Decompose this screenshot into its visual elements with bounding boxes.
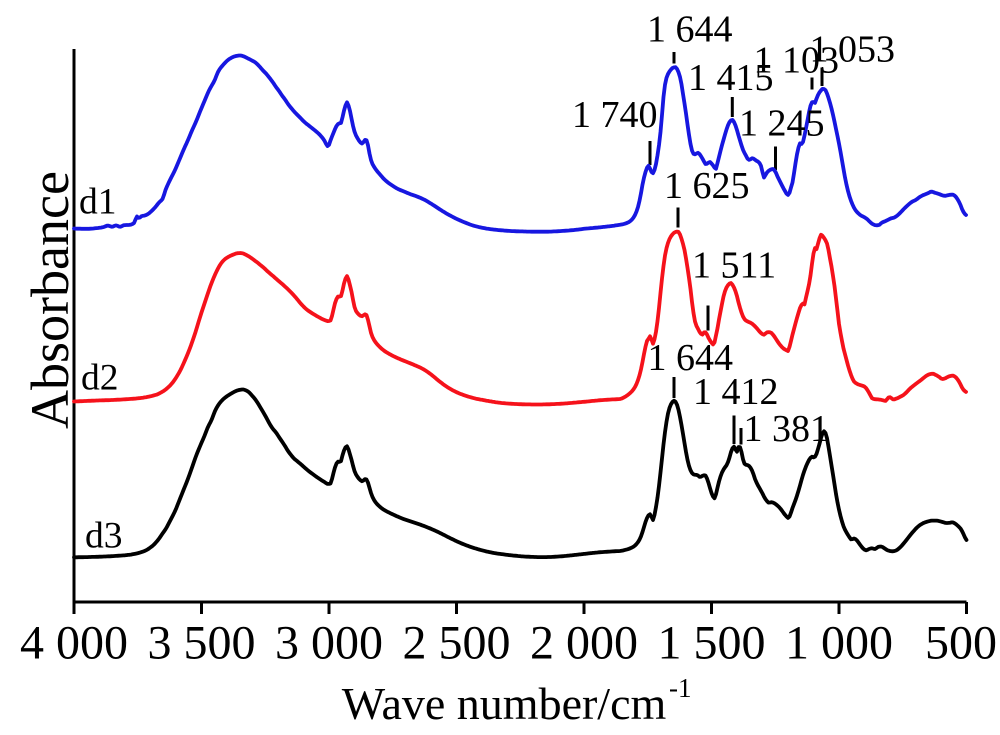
svg-text:1 415: 1 415 [688,57,774,99]
svg-text:Absorbance: Absorbance [20,171,80,429]
svg-text:Wave number/cm: Wave number/cm [342,678,667,729]
svg-text:4 000: 4 000 [20,617,128,670]
svg-text:500: 500 [925,617,997,670]
svg-text:1 625: 1 625 [664,165,750,207]
svg-text:1 000: 1 000 [785,617,893,670]
svg-text:1 740: 1 740 [572,94,658,136]
svg-text:1 053: 1 053 [810,29,896,71]
svg-text:d1: d1 [79,182,117,223]
svg-text:-1: -1 [669,673,692,703]
svg-text:1 381: 1 381 [744,408,830,450]
svg-text:3 000: 3 000 [275,617,383,670]
svg-text:1 103: 1 103 [754,40,840,82]
svg-text:d2: d2 [81,357,119,398]
svg-text:1 245: 1 245 [739,103,825,145]
svg-text:1 412: 1 412 [693,371,779,413]
svg-text:1 644: 1 644 [648,337,734,379]
svg-text:1 644: 1 644 [647,9,733,51]
svg-text:2 500: 2 500 [403,617,511,670]
svg-text:1 511: 1 511 [692,245,776,287]
svg-text:1 500: 1 500 [658,617,766,670]
svg-text:2 000: 2 000 [530,617,638,670]
svg-text:d3: d3 [85,515,123,556]
svg-text:3 500: 3 500 [148,617,256,670]
